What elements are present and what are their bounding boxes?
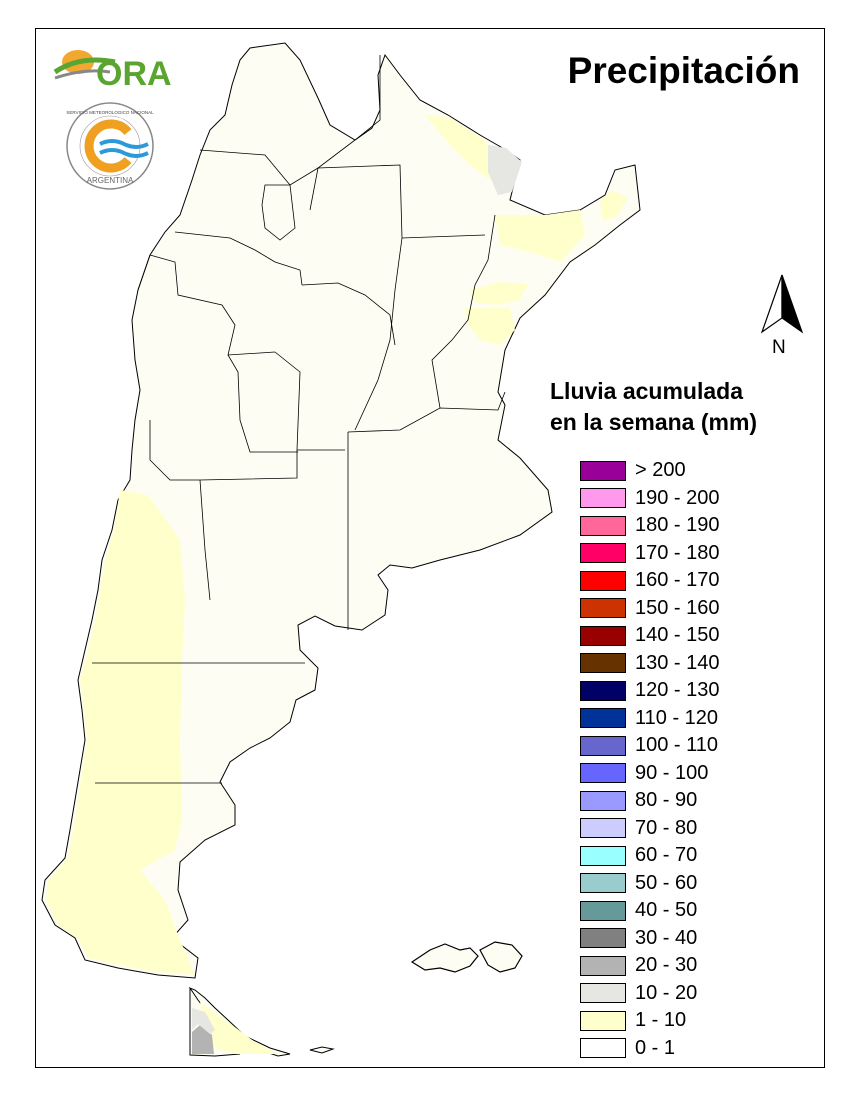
legend-label: 1 - 10: [635, 1009, 687, 1032]
legend-swatch: [580, 763, 626, 784]
legend-item: 130 - 140: [580, 650, 720, 678]
legend-item: 100 - 110: [580, 732, 720, 760]
legend-item: 80 - 90: [580, 787, 720, 815]
province-borders: [92, 55, 506, 784]
legend-swatch: [580, 708, 626, 729]
legend-item: > 200: [580, 457, 720, 485]
legend-swatch: [580, 653, 626, 674]
legend-swatch: [580, 598, 626, 619]
legend-swatch: [580, 845, 626, 866]
legend-item: 70 - 80: [580, 815, 720, 843]
ora-logo-text: ORA: [96, 55, 172, 93]
legend-swatch: [580, 543, 626, 564]
tierra-del-fuego-fill: [200, 1002, 278, 1054]
legend-label: 130 - 140: [635, 651, 720, 674]
legend-label: 170 - 180: [635, 541, 720, 564]
legend-swatch: [580, 790, 626, 811]
legend-swatch: [580, 818, 626, 839]
legend-label: 160 - 170: [635, 569, 720, 592]
legend-item: 110 - 120: [580, 705, 720, 733]
legend-item: 160 - 170: [580, 567, 720, 595]
legend-title: Lluvia acumulada en la semana (mm): [550, 376, 757, 438]
legend: > 200 190 - 200 180 - 190 170 - 180 160 - 17…: [580, 457, 720, 1062]
map-frame: [35, 28, 825, 1068]
legend-swatch: [580, 873, 626, 894]
legend-label: 60 - 70: [635, 844, 698, 867]
isla-de-los-estados: [309, 1046, 335, 1054]
legend-title-line1: Lluvia acumulada: [550, 378, 744, 404]
legend-label: 10 - 20: [635, 981, 698, 1004]
legend-swatch: [580, 735, 626, 756]
legend-item: 1 - 10: [580, 1007, 720, 1035]
legend-item: 30 - 40: [580, 925, 720, 953]
legend-item: 170 - 180: [580, 540, 720, 568]
legend-label: 0 - 1: [635, 1036, 676, 1059]
legend-label: 140 - 150: [635, 624, 720, 647]
precip-zone-10-20: [488, 145, 522, 195]
tierra-del-fuego-light: [192, 1008, 215, 1034]
legend-item: 20 - 30: [580, 952, 720, 980]
legend-label: 80 - 90: [635, 789, 698, 812]
legend-label: > 200: [635, 459, 686, 482]
legend-label: 40 - 50: [635, 899, 698, 922]
islas-malvinas: [410, 941, 523, 973]
legend-item: 0 - 1: [580, 1035, 720, 1063]
legend-label: 150 - 160: [635, 596, 720, 619]
legend-swatch: [580, 928, 626, 949]
legend-item: 60 - 70: [580, 842, 720, 870]
legend-label: 50 - 60: [635, 871, 698, 894]
legend-swatch: [580, 570, 626, 591]
legend-swatch: [580, 625, 626, 646]
legend-label: 190 - 200: [635, 486, 720, 509]
legend-swatch: [580, 900, 626, 921]
legend-item: 190 - 200: [580, 485, 720, 513]
north-arrow-icon: [760, 274, 804, 334]
legend-item: 120 - 130: [580, 677, 720, 705]
legend-swatch: [580, 1038, 626, 1059]
smn-ring-text: SERVICIO METEOROLOGICO NACIONAL: [66, 110, 154, 115]
legend-label: 180 - 190: [635, 514, 720, 537]
legend-swatch: [580, 488, 626, 509]
ora-logo: ORA: [53, 50, 172, 93]
legend-item: 150 - 160: [580, 595, 720, 623]
legend-swatch: [580, 1010, 626, 1031]
map-title: Precipitación: [567, 50, 800, 91]
legend-swatch: [580, 680, 626, 701]
precip-zones-1-10: [46, 115, 628, 975]
legend-item: 140 - 150: [580, 622, 720, 650]
legend-item: 50 - 60: [580, 870, 720, 898]
legend-swatch: [580, 983, 626, 1004]
north-label: N: [772, 337, 786, 358]
legend-label: 30 - 40: [635, 926, 698, 949]
legend-swatch: [580, 515, 626, 536]
legend-label: 120 - 130: [635, 679, 720, 702]
smn-logo: ARGENTINA SERVICIO METEOROLOGICO NACIONA…: [66, 102, 154, 190]
legend-label: 70 - 80: [635, 816, 698, 839]
legend-item: 180 - 190: [580, 512, 720, 540]
legend-label: 110 - 120: [635, 706, 719, 729]
smn-country-text: ARGENTINA: [87, 176, 134, 185]
legend-swatch: [580, 955, 626, 976]
legend-item: 90 - 100: [580, 760, 720, 788]
legend-title-line2: en la semana (mm): [550, 409, 758, 435]
legend-item: 10 - 20: [580, 980, 720, 1008]
legend-label: 100 - 110: [635, 734, 719, 757]
legend-item: 40 - 50: [580, 897, 720, 925]
legend-label: 90 - 100: [635, 761, 709, 784]
legend-label: 20 - 30: [635, 954, 698, 977]
legend-swatch: [580, 460, 626, 481]
